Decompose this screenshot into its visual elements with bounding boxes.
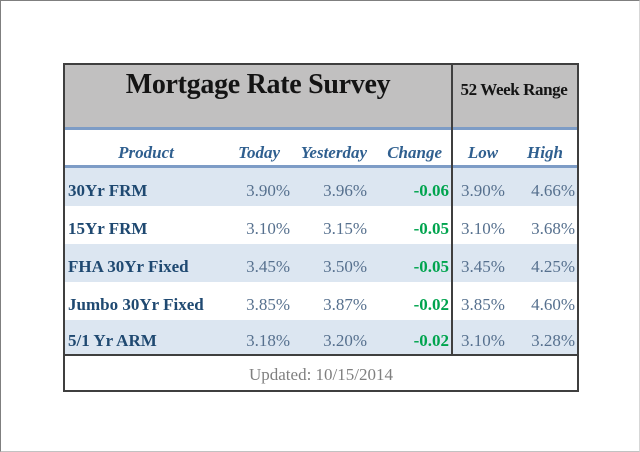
table-row: 15Yr FRM 3.10% 3.15% -0.05 3.10% 3.68%	[65, 206, 577, 244]
today-cell: 3.18%	[246, 331, 290, 350]
low-cell: 3.10%	[461, 331, 505, 350]
change-cell: -0.05	[413, 257, 449, 276]
high-cell: 3.68%	[531, 219, 575, 238]
low-cell: 3.45%	[461, 257, 505, 276]
product-cell: Jumbo 30Yr Fixed	[68, 295, 204, 314]
table-row: FHA 30Yr Fixed 3.45% 3.50% -0.05 3.45% 4…	[65, 244, 577, 282]
low-cell: 3.10%	[461, 219, 505, 238]
table-row: 30Yr FRM 3.90% 3.96% -0.06 3.90% 4.66%	[65, 168, 577, 206]
today-cell: 3.85%	[246, 295, 290, 314]
range-header: 52 Week Range	[460, 80, 568, 99]
product-cell: 15Yr FRM	[68, 219, 148, 238]
yesterday-cell: 3.87%	[323, 295, 367, 314]
high-cell: 4.66%	[531, 181, 575, 200]
high-cell: 4.25%	[531, 257, 575, 276]
low-cell: 3.90%	[461, 181, 505, 200]
today-cell: 3.45%	[246, 257, 290, 276]
high-cell: 3.28%	[531, 331, 575, 350]
product-cell: 30Yr FRM	[68, 181, 148, 200]
high-cell: 4.60%	[531, 295, 575, 314]
section-divider-line	[451, 65, 453, 354]
today-cell: 3.10%	[246, 219, 290, 238]
yesterday-cell: 3.50%	[323, 257, 367, 276]
table-header-row: Mortgage Rate Survey 52 Week Range	[65, 65, 577, 130]
table-title: Mortgage Rate Survey	[125, 69, 391, 100]
today-cell: 3.90%	[246, 181, 290, 200]
product-cell: 5/1 Yr ARM	[68, 331, 157, 350]
change-cell: -0.02	[413, 295, 449, 314]
col-header-today: Today	[238, 142, 280, 162]
col-header-yesterday: Yesterday	[300, 142, 367, 162]
updated-text: Updated: 10/15/2014	[248, 365, 393, 384]
col-header-high: High	[527, 142, 563, 162]
col-header-change: Change	[387, 142, 442, 162]
mortgage-rate-table: Mortgage Rate Survey 52 Week Range Produ…	[63, 63, 579, 392]
col-header-product: Product	[118, 142, 174, 162]
change-cell: -0.06	[413, 181, 449, 200]
table-row: Jumbo 30Yr Fixed 3.85% 3.87% -0.02 3.85%…	[65, 282, 577, 320]
yesterday-cell: 3.96%	[323, 181, 367, 200]
col-header-low: Low	[467, 142, 499, 162]
updated-row: Updated: 10/15/2014	[65, 354, 577, 390]
table-row: 5/1 Yr ARM 3.18% 3.20% -0.02 3.10% 3.28%	[65, 320, 577, 354]
change-cell: -0.02	[413, 331, 449, 350]
column-header-row: Product Today Yesterday Change Low High	[65, 130, 577, 168]
low-cell: 3.85%	[461, 295, 505, 314]
change-cell: -0.05	[413, 219, 449, 238]
yesterday-cell: 3.15%	[323, 219, 367, 238]
product-cell: FHA 30Yr Fixed	[68, 257, 189, 276]
yesterday-cell: 3.20%	[323, 331, 367, 350]
